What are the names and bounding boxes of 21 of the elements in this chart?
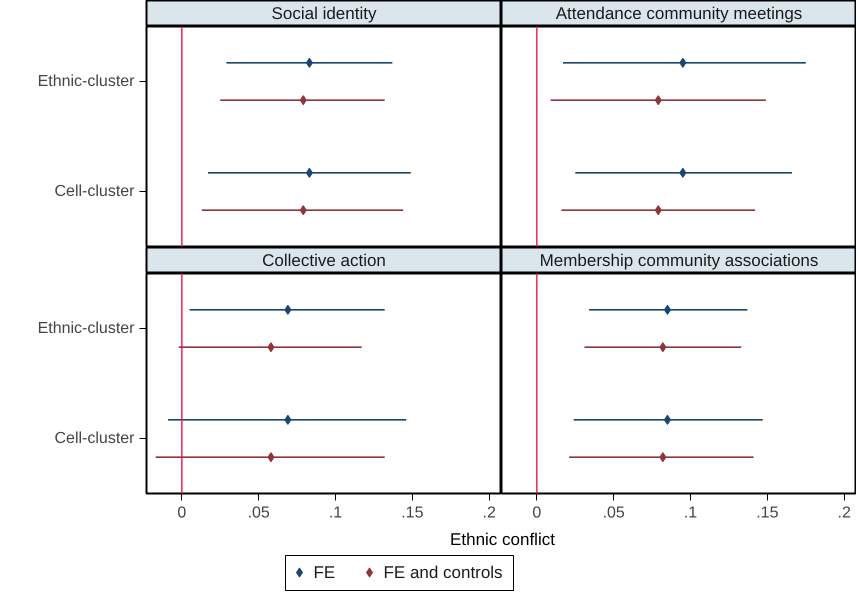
x-tick-label: .1: [328, 504, 342, 522]
x-tick-label: 0: [532, 504, 542, 522]
y-tick-label: Ethnic-cluster: [38, 320, 136, 337]
x-tick-label: .2: [482, 504, 496, 522]
x-tick-label: 0: [177, 504, 186, 522]
y-tick-label: Ethnic-cluster: [38, 73, 136, 90]
chart-title: Collective action: [262, 251, 386, 270]
y-tick-label: Cell-cluster: [54, 183, 136, 200]
x-tick-label: .1: [684, 504, 698, 522]
y-tick-label: Cell-cluster: [54, 430, 136, 447]
x-axis-title: Ethnic conflict: [450, 530, 556, 549]
chart-title: Membership community associations: [540, 251, 818, 270]
x-tick-label: .05: [602, 504, 625, 522]
x-tick-label: .05: [248, 504, 270, 522]
chart-title: Attendance community meetings: [556, 4, 802, 23]
chart-title: Social identity: [272, 4, 377, 23]
x-tick-label: .2: [838, 504, 851, 522]
x-tick-label: .15: [756, 504, 779, 522]
x-tick-label: .15: [401, 504, 424, 522]
legend-label: FE: [314, 563, 336, 582]
legend-label: FE and controls: [384, 563, 503, 582]
